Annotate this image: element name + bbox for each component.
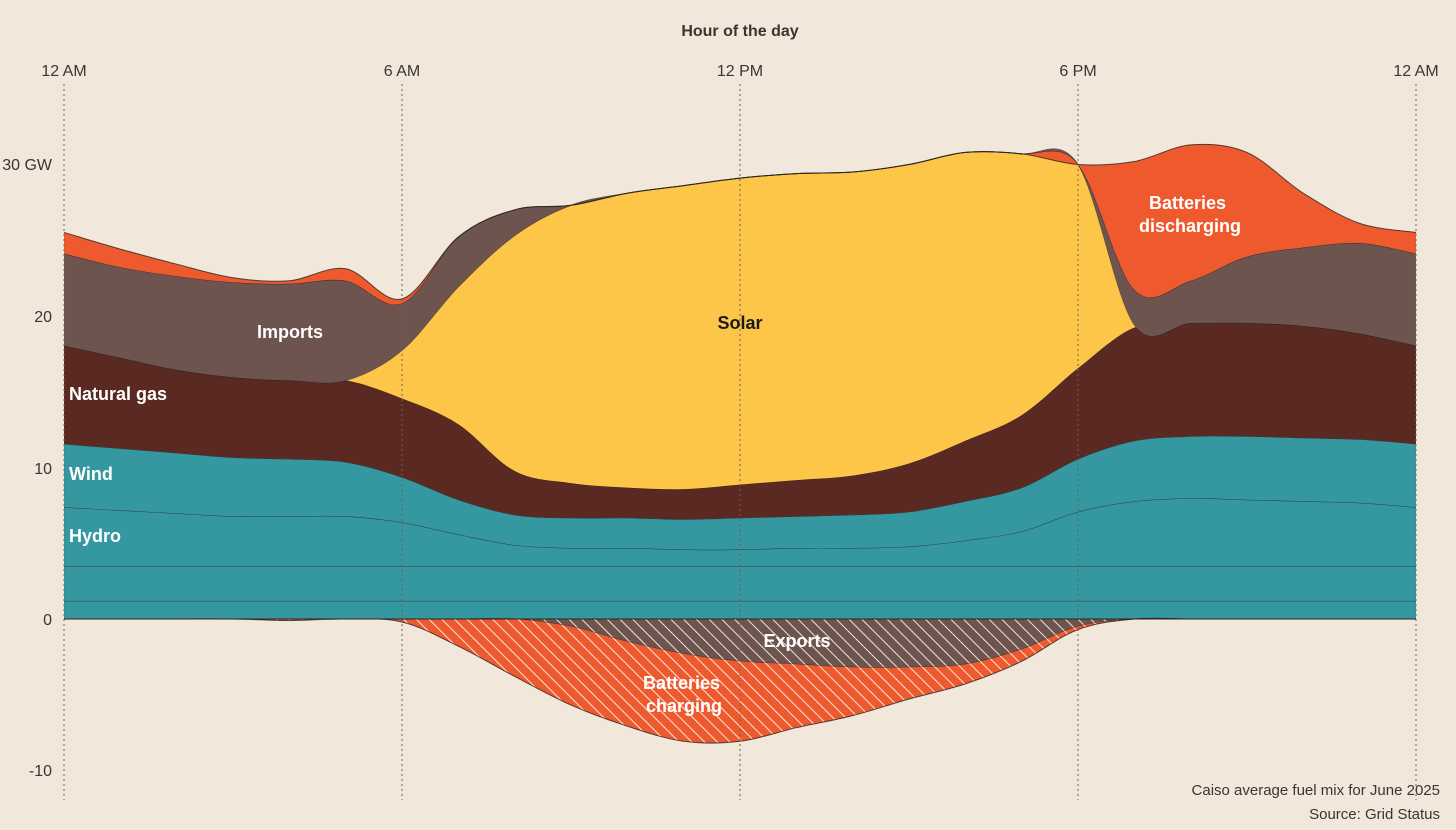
series-label-wind: Wind	[69, 464, 113, 484]
x-tick-label: 12 AM	[1393, 63, 1438, 80]
series-label-solar: Solar	[717, 313, 762, 333]
area-boundary-line	[63, 143, 1417, 300]
chart-note: Caiso average fuel mix for June 2025	[1192, 782, 1440, 799]
chart-source: Source: Grid Status	[1309, 806, 1440, 823]
series-label-imports: Imports	[257, 322, 323, 342]
hour-gridlines	[63, 84, 1417, 800]
y-tick-label: 30 GW	[2, 157, 53, 174]
x-tick-label: 6 PM	[1059, 63, 1096, 80]
area-batteries-discharging	[64, 144, 1416, 305]
y-tick-label: 10	[34, 461, 52, 478]
x-axis-title: Hour of the day	[681, 23, 798, 40]
area-exports	[64, 618, 1416, 668]
y-tick-label: -10	[29, 763, 52, 780]
series-label-natural-gas: Natural gas	[69, 384, 167, 404]
y-tick-label: 0	[43, 612, 52, 629]
series-label-batteries-discharging: Batteries discharging	[1139, 193, 1241, 236]
series-label-hydro: Hydro	[69, 526, 121, 546]
series-label-batteries-charging: Batteries charging	[643, 673, 725, 716]
x-tick-label: 12 AM	[41, 63, 86, 80]
x-tick-label: 6 AM	[384, 63, 420, 80]
x-tick-label: 12 PM	[717, 63, 763, 80]
y-tick-label: 20	[34, 309, 52, 326]
series-label-exports: Exports	[763, 631, 830, 651]
